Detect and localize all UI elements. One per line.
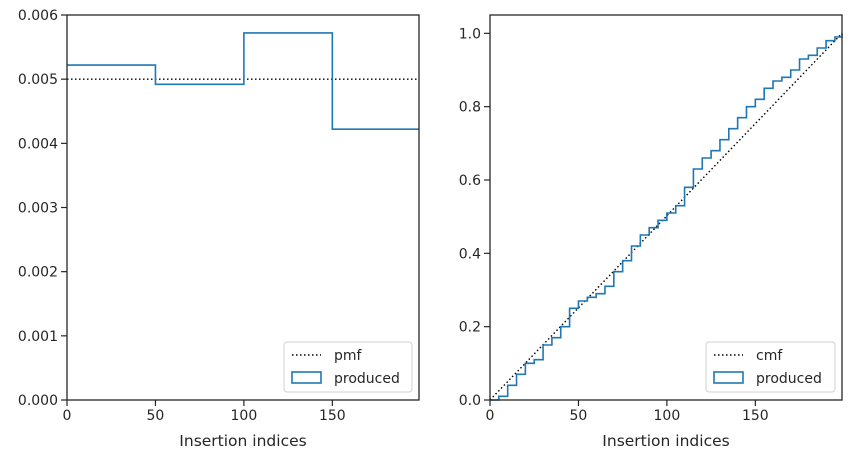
y-tick-label: 0.004: [18, 136, 58, 152]
y-tick-label: 0.000: [18, 393, 58, 409]
axes-frame: [489, 14, 843, 401]
x-tick-label: 150: [742, 408, 769, 424]
x-axis-label: Insertion indices: [179, 432, 306, 450]
series-produced-line: [490, 33, 843, 401]
x-tick-label: 50: [147, 408, 165, 424]
y-tick-label: 0.006: [18, 8, 58, 24]
x-tick-label: 100: [654, 408, 681, 424]
y-tick-label: 0.003: [18, 201, 58, 217]
x-axis-label: Insertion indices: [602, 432, 729, 450]
legend-handle-produced: [291, 371, 322, 384]
series-cmf-line: [489, 32, 843, 401]
y-tick-label: 0.4: [459, 246, 481, 262]
legend: cmf produced: [705, 341, 836, 393]
x-tick-label: 0: [486, 408, 495, 424]
legend-label-pmf: pmf: [334, 348, 363, 364]
legend-label-cmf: cmf: [756, 348, 783, 364]
y-tick-label: 0.8: [459, 100, 481, 116]
y-tick-label: 0.001: [18, 329, 58, 345]
x-tick-label: 0: [63, 408, 72, 424]
y-tick-label: 0.6: [459, 173, 481, 189]
y-tick-label: 0.2: [459, 320, 481, 336]
y-tick-label: 0.0: [459, 393, 481, 409]
series-produced-line: [67, 32, 419, 131]
cmf-chart: 0 50 100 150 0.0 0.2 0.4 0.6 0.8 1.0 Insertion ind…: [459, 14, 843, 450]
legend-label-produced: produced: [756, 371, 822, 387]
y-tick-label: 0.005: [18, 72, 58, 88]
y-tick-label: 0.002: [18, 265, 58, 281]
x-tick-label: 50: [570, 408, 588, 424]
legend: pmf produced: [283, 341, 413, 393]
legend-label-produced: produced: [334, 371, 400, 387]
x-tick-label: 150: [319, 408, 346, 424]
x-tick-label: 100: [231, 408, 258, 424]
legend-handle-produced: [713, 371, 744, 384]
y-tick-label: 1.0: [459, 26, 481, 42]
pmf-chart: 0 50 100 150 0.000 0.001 0.002 0.003 0.004 0.005 0…: [18, 8, 420, 450]
